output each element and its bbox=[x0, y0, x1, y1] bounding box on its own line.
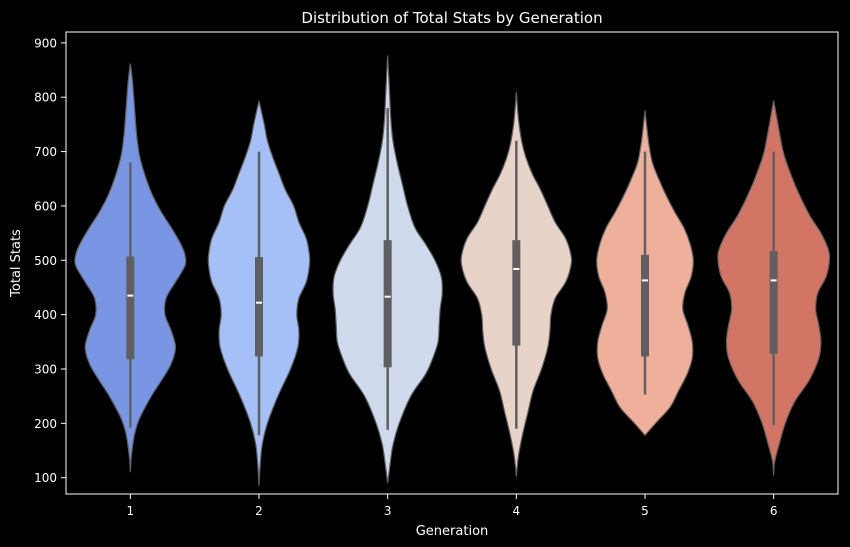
violin-iqr-box bbox=[383, 240, 392, 368]
y-tick-label: 900 bbox=[34, 36, 57, 50]
x-axis: 1 2 3 4 5 6 bbox=[127, 494, 778, 518]
x-tick-label: 6 bbox=[770, 504, 778, 518]
x-tick-label: 2 bbox=[255, 504, 263, 518]
y-tick-label: 700 bbox=[34, 145, 57, 159]
violin-gen-6 bbox=[717, 100, 831, 476]
violin-iqr-box bbox=[512, 240, 521, 346]
violin-gen-4 bbox=[460, 92, 573, 477]
plot-frame bbox=[65, 31, 839, 495]
violin-iqr-box bbox=[769, 251, 778, 354]
violin-iqr-box bbox=[126, 256, 135, 360]
violin-gen-1 bbox=[74, 63, 187, 473]
x-tick-label: 3 bbox=[384, 504, 392, 518]
y-tick-label: 500 bbox=[34, 254, 57, 268]
violin-iqr-box bbox=[255, 257, 263, 357]
y-tick-label: 100 bbox=[34, 471, 57, 485]
violin-iqr-box bbox=[641, 254, 649, 357]
y-tick-label: 600 bbox=[34, 199, 57, 213]
y-axis: 100 200 300 400 500 600 700 800 900 bbox=[34, 36, 66, 485]
x-tick-label: 5 bbox=[641, 504, 649, 518]
violin-gen-5 bbox=[596, 110, 694, 437]
violin-gen-3 bbox=[332, 55, 443, 484]
violin-gen-2 bbox=[207, 100, 311, 486]
y-tick-label: 200 bbox=[34, 417, 57, 431]
y-tick-label: 400 bbox=[34, 308, 57, 322]
y-axis-label: Total Stats bbox=[9, 229, 24, 298]
x-tick-label: 1 bbox=[127, 504, 135, 518]
x-tick-label: 4 bbox=[513, 504, 521, 518]
y-tick-label: 300 bbox=[34, 362, 57, 376]
y-tick-label: 800 bbox=[34, 91, 57, 105]
chart-title: Distribution of Total Stats by Generatio… bbox=[301, 9, 602, 27]
violins-layer bbox=[74, 55, 831, 486]
x-axis-label: Generation bbox=[416, 524, 489, 539]
